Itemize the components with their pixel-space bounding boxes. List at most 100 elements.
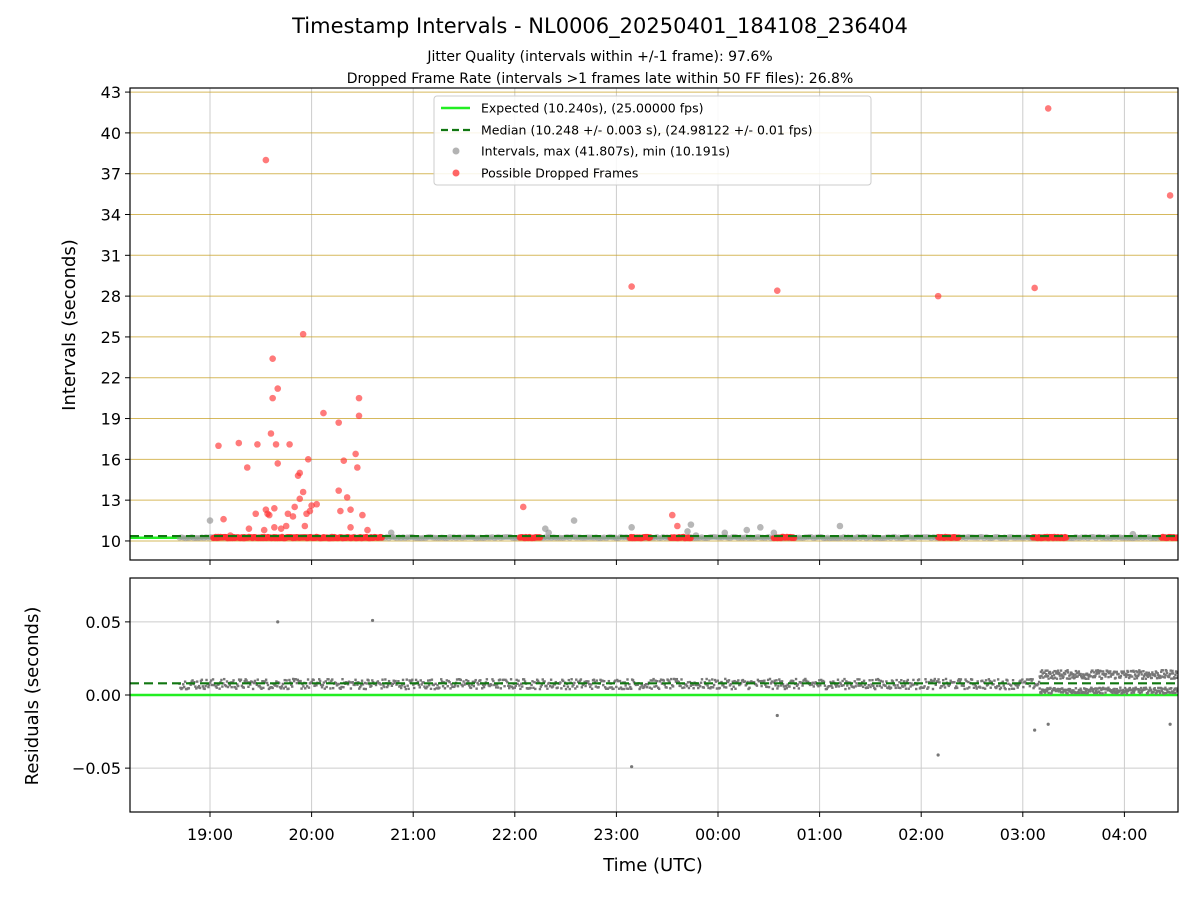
residual-point	[330, 679, 333, 683]
dropped-frame-point	[271, 524, 278, 531]
residual-point	[1015, 684, 1018, 687]
residual-point	[1107, 675, 1110, 679]
residual-point	[380, 687, 383, 690]
dropped-frame-point	[235, 439, 243, 447]
residual-point	[784, 684, 788, 688]
residual-point	[696, 683, 699, 687]
residual-point	[1059, 677, 1062, 680]
residual-point	[294, 678, 298, 681]
residual-point	[245, 679, 248, 682]
residual-point	[240, 684, 244, 688]
residual-point	[1126, 670, 1130, 674]
residual-point	[247, 685, 250, 689]
residual-point	[588, 682, 591, 686]
residual-point	[521, 685, 524, 688]
residual-point	[523, 680, 527, 683]
residual-point	[1094, 689, 1098, 693]
dropped-frame-point	[274, 385, 282, 392]
residual-point	[992, 683, 995, 686]
time-x-axis-label: Time (UTC)	[602, 855, 703, 876]
residual-point	[275, 680, 278, 683]
residual-point	[511, 687, 515, 690]
residual-point	[925, 680, 928, 684]
legend-dropped-swatch	[452, 169, 460, 177]
residual-point	[427, 684, 431, 687]
residual-point	[404, 687, 408, 691]
residual-point	[280, 685, 284, 688]
residual-point	[364, 687, 367, 691]
residual-point	[363, 681, 367, 685]
dropped-frame-point	[668, 511, 676, 519]
residual-point	[462, 680, 465, 683]
residual-point	[285, 679, 288, 682]
residual-point	[1176, 688, 1178, 691]
residual-point	[855, 682, 858, 685]
residual-point	[320, 686, 324, 689]
residual-point	[1146, 691, 1150, 694]
residual-point	[707, 686, 710, 690]
residual-point	[976, 680, 979, 683]
residual-point	[711, 686, 715, 689]
residual-point	[276, 685, 279, 688]
residual-point	[408, 679, 411, 682]
residual-point	[1081, 673, 1085, 676]
residual-point	[413, 686, 416, 690]
residual-point	[189, 683, 192, 686]
residual-point	[586, 681, 589, 684]
dropped-frame-point	[296, 495, 304, 503]
residual-point	[1097, 690, 1101, 693]
y-tick-label: 10	[101, 532, 121, 551]
residual-point	[1091, 690, 1095, 693]
residual-point	[724, 677, 727, 681]
residual-point	[936, 680, 939, 684]
interval-point	[628, 524, 635, 531]
residual-point	[433, 687, 436, 691]
residual-point	[225, 680, 229, 683]
residual-point	[832, 680, 835, 683]
residual-point	[430, 678, 434, 681]
residual-point	[792, 679, 795, 683]
residual-point	[840, 684, 843, 687]
residual-point	[1141, 677, 1145, 680]
dropped-frame-point	[269, 394, 276, 402]
residual-point	[973, 683, 977, 686]
residual-point	[825, 687, 828, 691]
residual-point	[643, 685, 646, 689]
residual-point	[287, 687, 290, 690]
residual-point	[1155, 677, 1159, 680]
residual-point	[551, 685, 555, 688]
residual-point	[548, 684, 552, 688]
residual-point	[1053, 687, 1056, 690]
residual-point	[271, 686, 274, 690]
residual-point	[1082, 674, 1086, 678]
residual-point	[1180, 670, 1182, 672]
residual-point	[1131, 690, 1134, 693]
dropped-frame-point	[1176, 534, 1178, 541]
residual-point	[903, 684, 907, 687]
residual-point	[1046, 669, 1049, 672]
residual-point	[559, 681, 562, 684]
residual-point	[376, 680, 380, 683]
residual-point	[1056, 671, 1059, 674]
residual-point	[686, 681, 690, 684]
residual-point	[679, 684, 682, 688]
residual-point	[667, 679, 670, 682]
residual-point	[856, 678, 859, 681]
residual-point	[1084, 689, 1088, 693]
interval-point	[721, 529, 729, 537]
dropped-frame-rate-subtitle: Dropped Frame Rate (intervals >1 frames …	[346, 71, 854, 87]
residual-point	[926, 687, 929, 690]
residual-point	[614, 679, 617, 682]
interval-point	[684, 528, 691, 535]
dropped-frame-point	[308, 502, 315, 509]
residual-point	[996, 685, 999, 688]
residual-point	[513, 686, 516, 689]
residual-point	[590, 687, 594, 691]
residuals-plot-frame	[129, 577, 1179, 813]
residual-point	[1039, 676, 1042, 680]
residual-point	[1045, 690, 1049, 693]
residual-point	[461, 684, 464, 688]
residual-point	[1043, 675, 1047, 678]
residual-point	[579, 678, 583, 681]
dropped-frame-point	[1166, 192, 1174, 199]
